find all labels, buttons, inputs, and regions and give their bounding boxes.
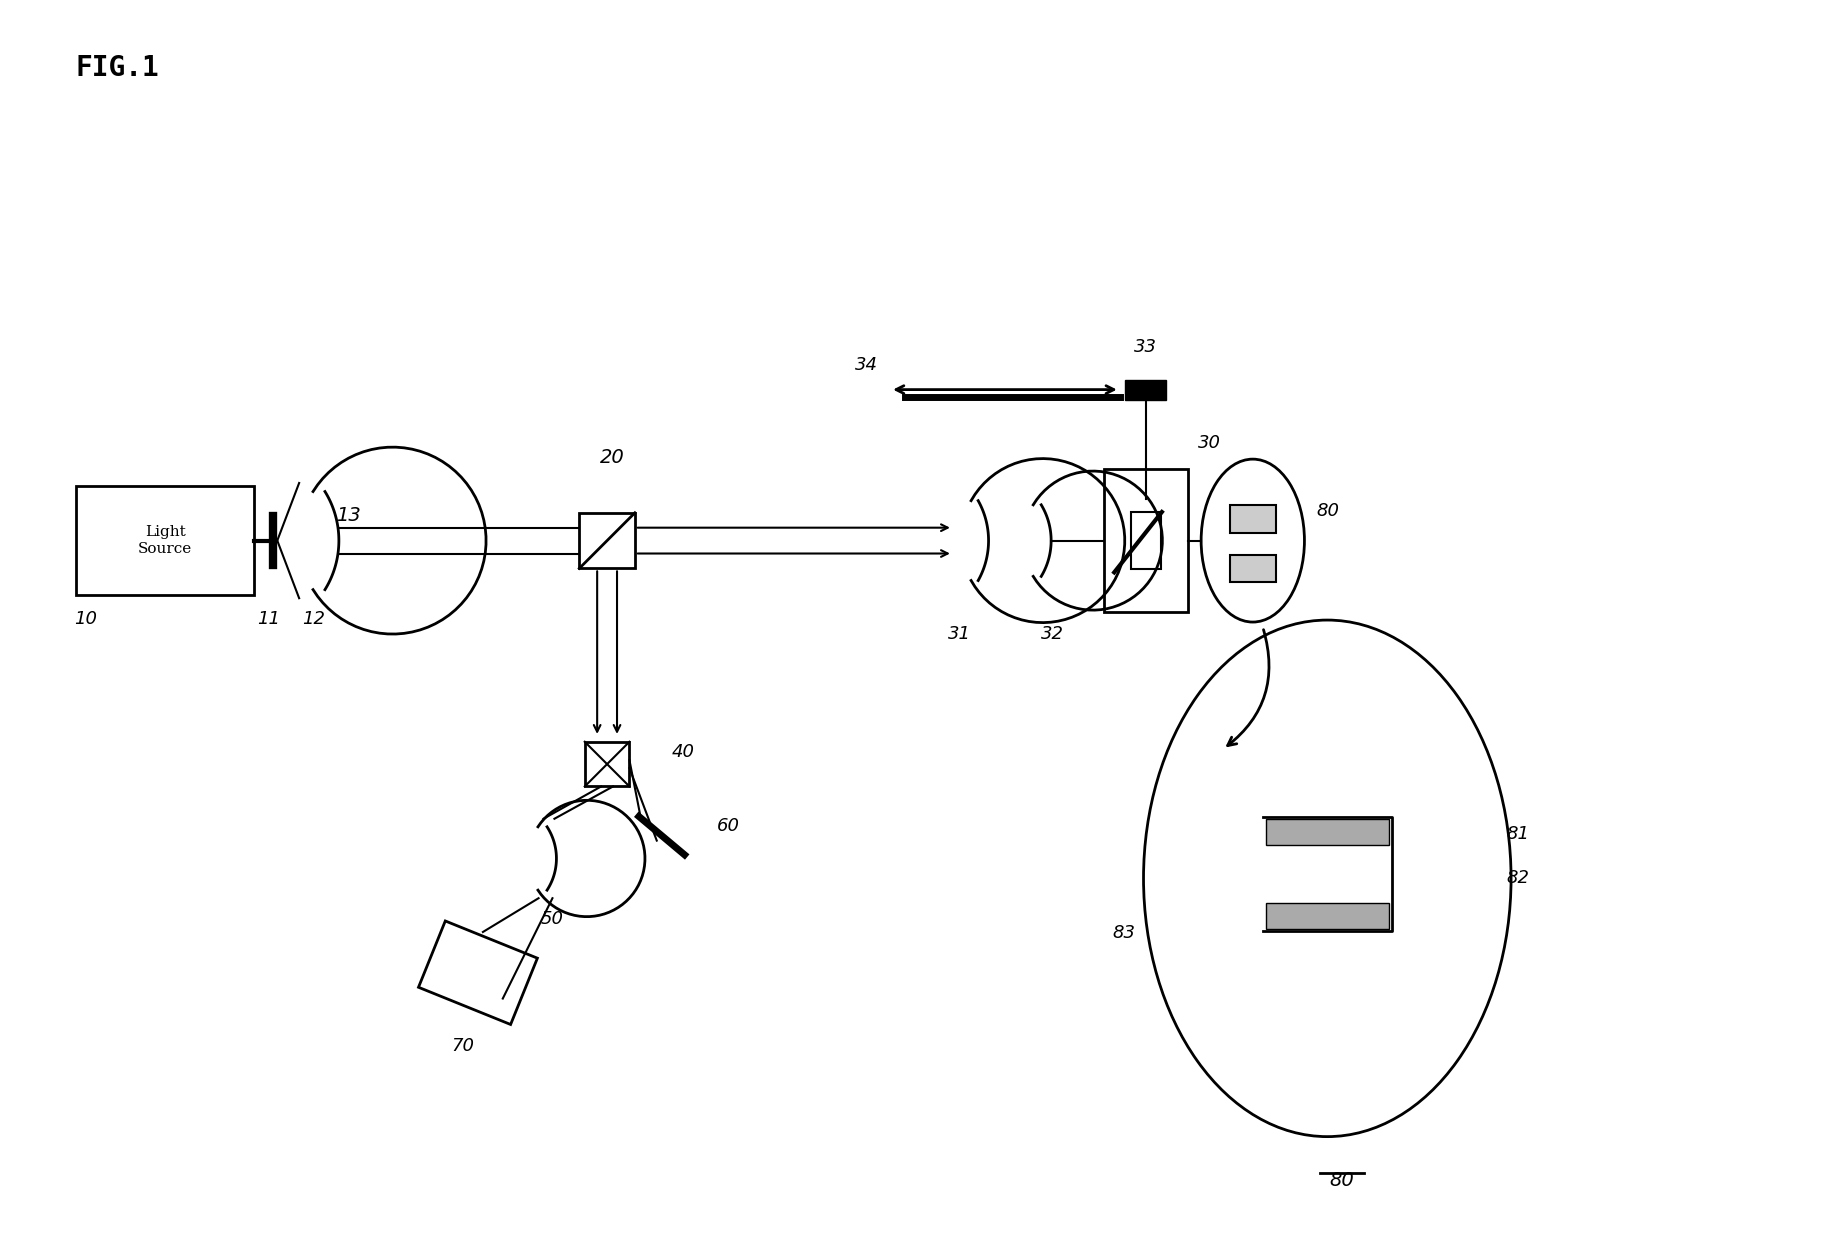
Text: 80: 80 — [1317, 501, 1339, 520]
Text: Light
Source: Light Source — [138, 525, 192, 556]
Text: 40: 40 — [672, 743, 694, 761]
Text: 11: 11 — [256, 610, 280, 629]
Bar — [1131, 512, 1160, 570]
Bar — [1230, 505, 1277, 533]
Text: 81: 81 — [1507, 824, 1529, 843]
Text: 30: 30 — [1197, 435, 1221, 452]
Bar — [584, 742, 630, 786]
Polygon shape — [418, 921, 538, 1024]
Text: 33: 33 — [1135, 338, 1157, 355]
Text: 70: 70 — [451, 1037, 475, 1056]
Bar — [1230, 554, 1277, 582]
Text: 13: 13 — [337, 505, 361, 525]
Text: 60: 60 — [717, 816, 739, 834]
Text: 83: 83 — [1113, 924, 1135, 942]
Ellipse shape — [1201, 459, 1304, 622]
Bar — [76, 486, 254, 595]
Text: 34: 34 — [855, 355, 879, 374]
Bar — [1265, 819, 1389, 844]
Bar — [578, 513, 635, 568]
Text: 32: 32 — [1041, 625, 1063, 643]
Text: 10: 10 — [74, 610, 98, 629]
Bar — [1265, 903, 1389, 929]
Text: 12: 12 — [302, 610, 326, 629]
Ellipse shape — [1144, 620, 1510, 1137]
Text: 31: 31 — [949, 625, 971, 643]
Text: 20: 20 — [600, 449, 624, 467]
Text: FIG.1: FIG.1 — [76, 54, 160, 82]
Bar — [1103, 469, 1188, 612]
Text: 82: 82 — [1507, 869, 1529, 887]
Bar — [1125, 379, 1166, 399]
Text: 50: 50 — [542, 910, 564, 929]
Text: 80: 80 — [1330, 1172, 1354, 1191]
